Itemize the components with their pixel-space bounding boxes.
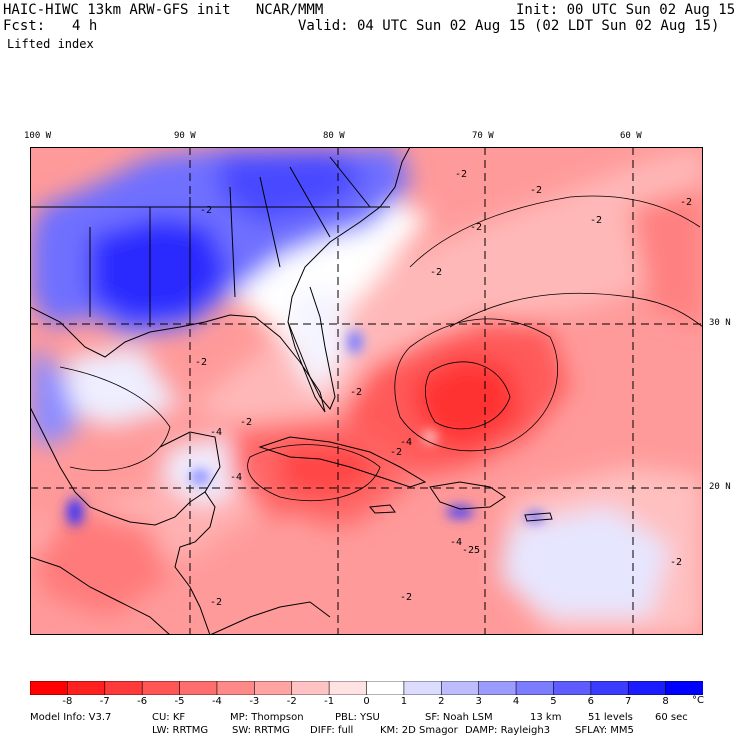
contour-label: -2: [195, 357, 208, 368]
contour-labels: -2 -2 -2 -2 -2 -2 -2 -2 -2 -2 -2 -2 -2 -2 -4 -4 -4 -4 -25: [30, 147, 703, 635]
contour-label: -4: [450, 537, 463, 548]
colorbar-swatch: [67, 681, 106, 695]
lifted-index-map: [30, 147, 703, 635]
lon-label-70w: 70 W: [472, 131, 494, 141]
footer-timestep: 60 sec: [655, 712, 688, 723]
footer-sw: SW: RRTMG: [232, 725, 290, 736]
footer-lw: LW: RRTMG: [152, 725, 209, 736]
colorbar-swatch: [366, 681, 405, 695]
contour-label: -2: [530, 185, 543, 196]
contour-label: -2: [210, 597, 223, 608]
contour-label: -2: [200, 205, 213, 216]
coastlines: [30, 147, 553, 635]
forecast-label: Fcst:: [3, 18, 46, 34]
colorbar-swatch: [403, 681, 443, 695]
colorbar-tick-label: -2: [286, 696, 297, 707]
colorbar-ticks: -8 -7 -6 -5 -4 -3 -2 -1 0 1 2 3 4 5 6 7 8: [30, 696, 703, 708]
contour-lines: [59, 195, 703, 502]
footer-sflay: SFLAY: MM5: [575, 725, 634, 736]
field-name: Lifted index: [7, 37, 94, 51]
colorbar-tick-label: -4: [211, 696, 222, 707]
contour-label: -2: [680, 197, 693, 208]
colorbar-tick-label: -3: [249, 696, 260, 707]
contour-label: -2: [350, 387, 363, 398]
colorbar-tick-label: 4: [512, 696, 520, 707]
contour-label: -2: [470, 222, 483, 233]
lon-label-80w: 80 W: [323, 131, 345, 141]
colorbar-tick-label: -7: [99, 696, 110, 707]
colorbar-swatch: [665, 681, 703, 695]
init-time: Init: 00 UTC Sun 02 Aug 15: [516, 2, 736, 18]
colorbar-swatch: [141, 681, 181, 695]
colorbar-tick-label: -5: [174, 696, 185, 707]
colorbar-swatch: [627, 681, 667, 695]
model-title: HAIC-HIWC 13km ARW-GFS init NCAR/MMM: [3, 2, 324, 18]
contour-label: -2: [670, 557, 683, 568]
colorbar-tick-label: 1: [400, 696, 408, 707]
contour-label: -25: [462, 545, 481, 556]
colorbar-swatch: [440, 681, 480, 695]
colorbar-tick-label: 0: [363, 696, 370, 707]
contour-label: -2: [590, 215, 603, 226]
colorbar-swatch: [254, 681, 293, 695]
colorbar-swatch: [478, 681, 517, 695]
colorbar-tick-label: 2: [438, 696, 445, 707]
colorbar-swatch: [291, 681, 330, 695]
colorbar-swatch: [179, 681, 218, 695]
footer-sf: SF: Noah LSM: [425, 712, 493, 723]
contour-label: -2: [455, 169, 468, 180]
colorbar-swatch: [216, 681, 256, 695]
colorbar-tick-label: 5: [550, 696, 557, 707]
contour-label: -2: [240, 417, 253, 428]
lon-label-100w: 100 W: [24, 131, 52, 141]
colorbar-unit: °C: [692, 695, 704, 706]
colorbar-tick-label: -8: [62, 696, 73, 707]
valid-time: Valid: 04 UTC Sun 02 Aug 15 (02 LDT Sun …: [298, 18, 720, 34]
colorbar-swatch: [328, 681, 368, 695]
colorbar-tick-label: 6: [587, 696, 595, 707]
footer-resolution: 13 km: [530, 712, 562, 723]
footer-km: KM: 2D Smagor: [380, 725, 458, 736]
footer-cu: CU: KF: [152, 712, 186, 723]
contour-label: -4: [400, 437, 413, 448]
contour-label: -4: [210, 427, 223, 438]
forecast-hour: 4 h: [72, 18, 98, 34]
footer-mp: MP: Thompson: [230, 712, 304, 723]
colorbar-swatch: [553, 681, 592, 695]
colorbar-tick-label: 8: [662, 696, 669, 707]
footer-damp: DAMP: Rayleigh3: [465, 725, 551, 736]
colorbar-tick-label: -6: [137, 696, 148, 707]
colorbar: [30, 681, 703, 695]
footer-levels: 51 levels: [588, 712, 633, 723]
colorbar-swatch: [30, 681, 69, 695]
contour-label: -2: [390, 447, 403, 458]
contour-label: -4: [230, 472, 243, 483]
lon-label-90w: 90 W: [174, 131, 196, 141]
colorbar-swatch: [104, 681, 143, 695]
contour-label: -2: [400, 592, 413, 603]
colorbar-tick-label: 3: [475, 696, 482, 707]
footer-diff: DIFF: full: [310, 725, 354, 736]
footer-pbl: PBL: YSU: [335, 712, 380, 723]
colorbar-tick-label: 7: [625, 696, 632, 707]
footer-model-info: Model Info: V3.7: [30, 712, 112, 723]
lon-label-60w: 60 W: [620, 131, 642, 141]
colorbar-tick-label: -1: [324, 696, 335, 707]
colorbar-swatch: [590, 681, 630, 695]
shaded-field: [30, 147, 703, 635]
lat-label-30n: 30 N: [709, 318, 731, 328]
contour-label: -2: [430, 267, 443, 278]
lat-label-20n: 20 N: [709, 482, 731, 492]
colorbar-swatch: [515, 681, 555, 695]
